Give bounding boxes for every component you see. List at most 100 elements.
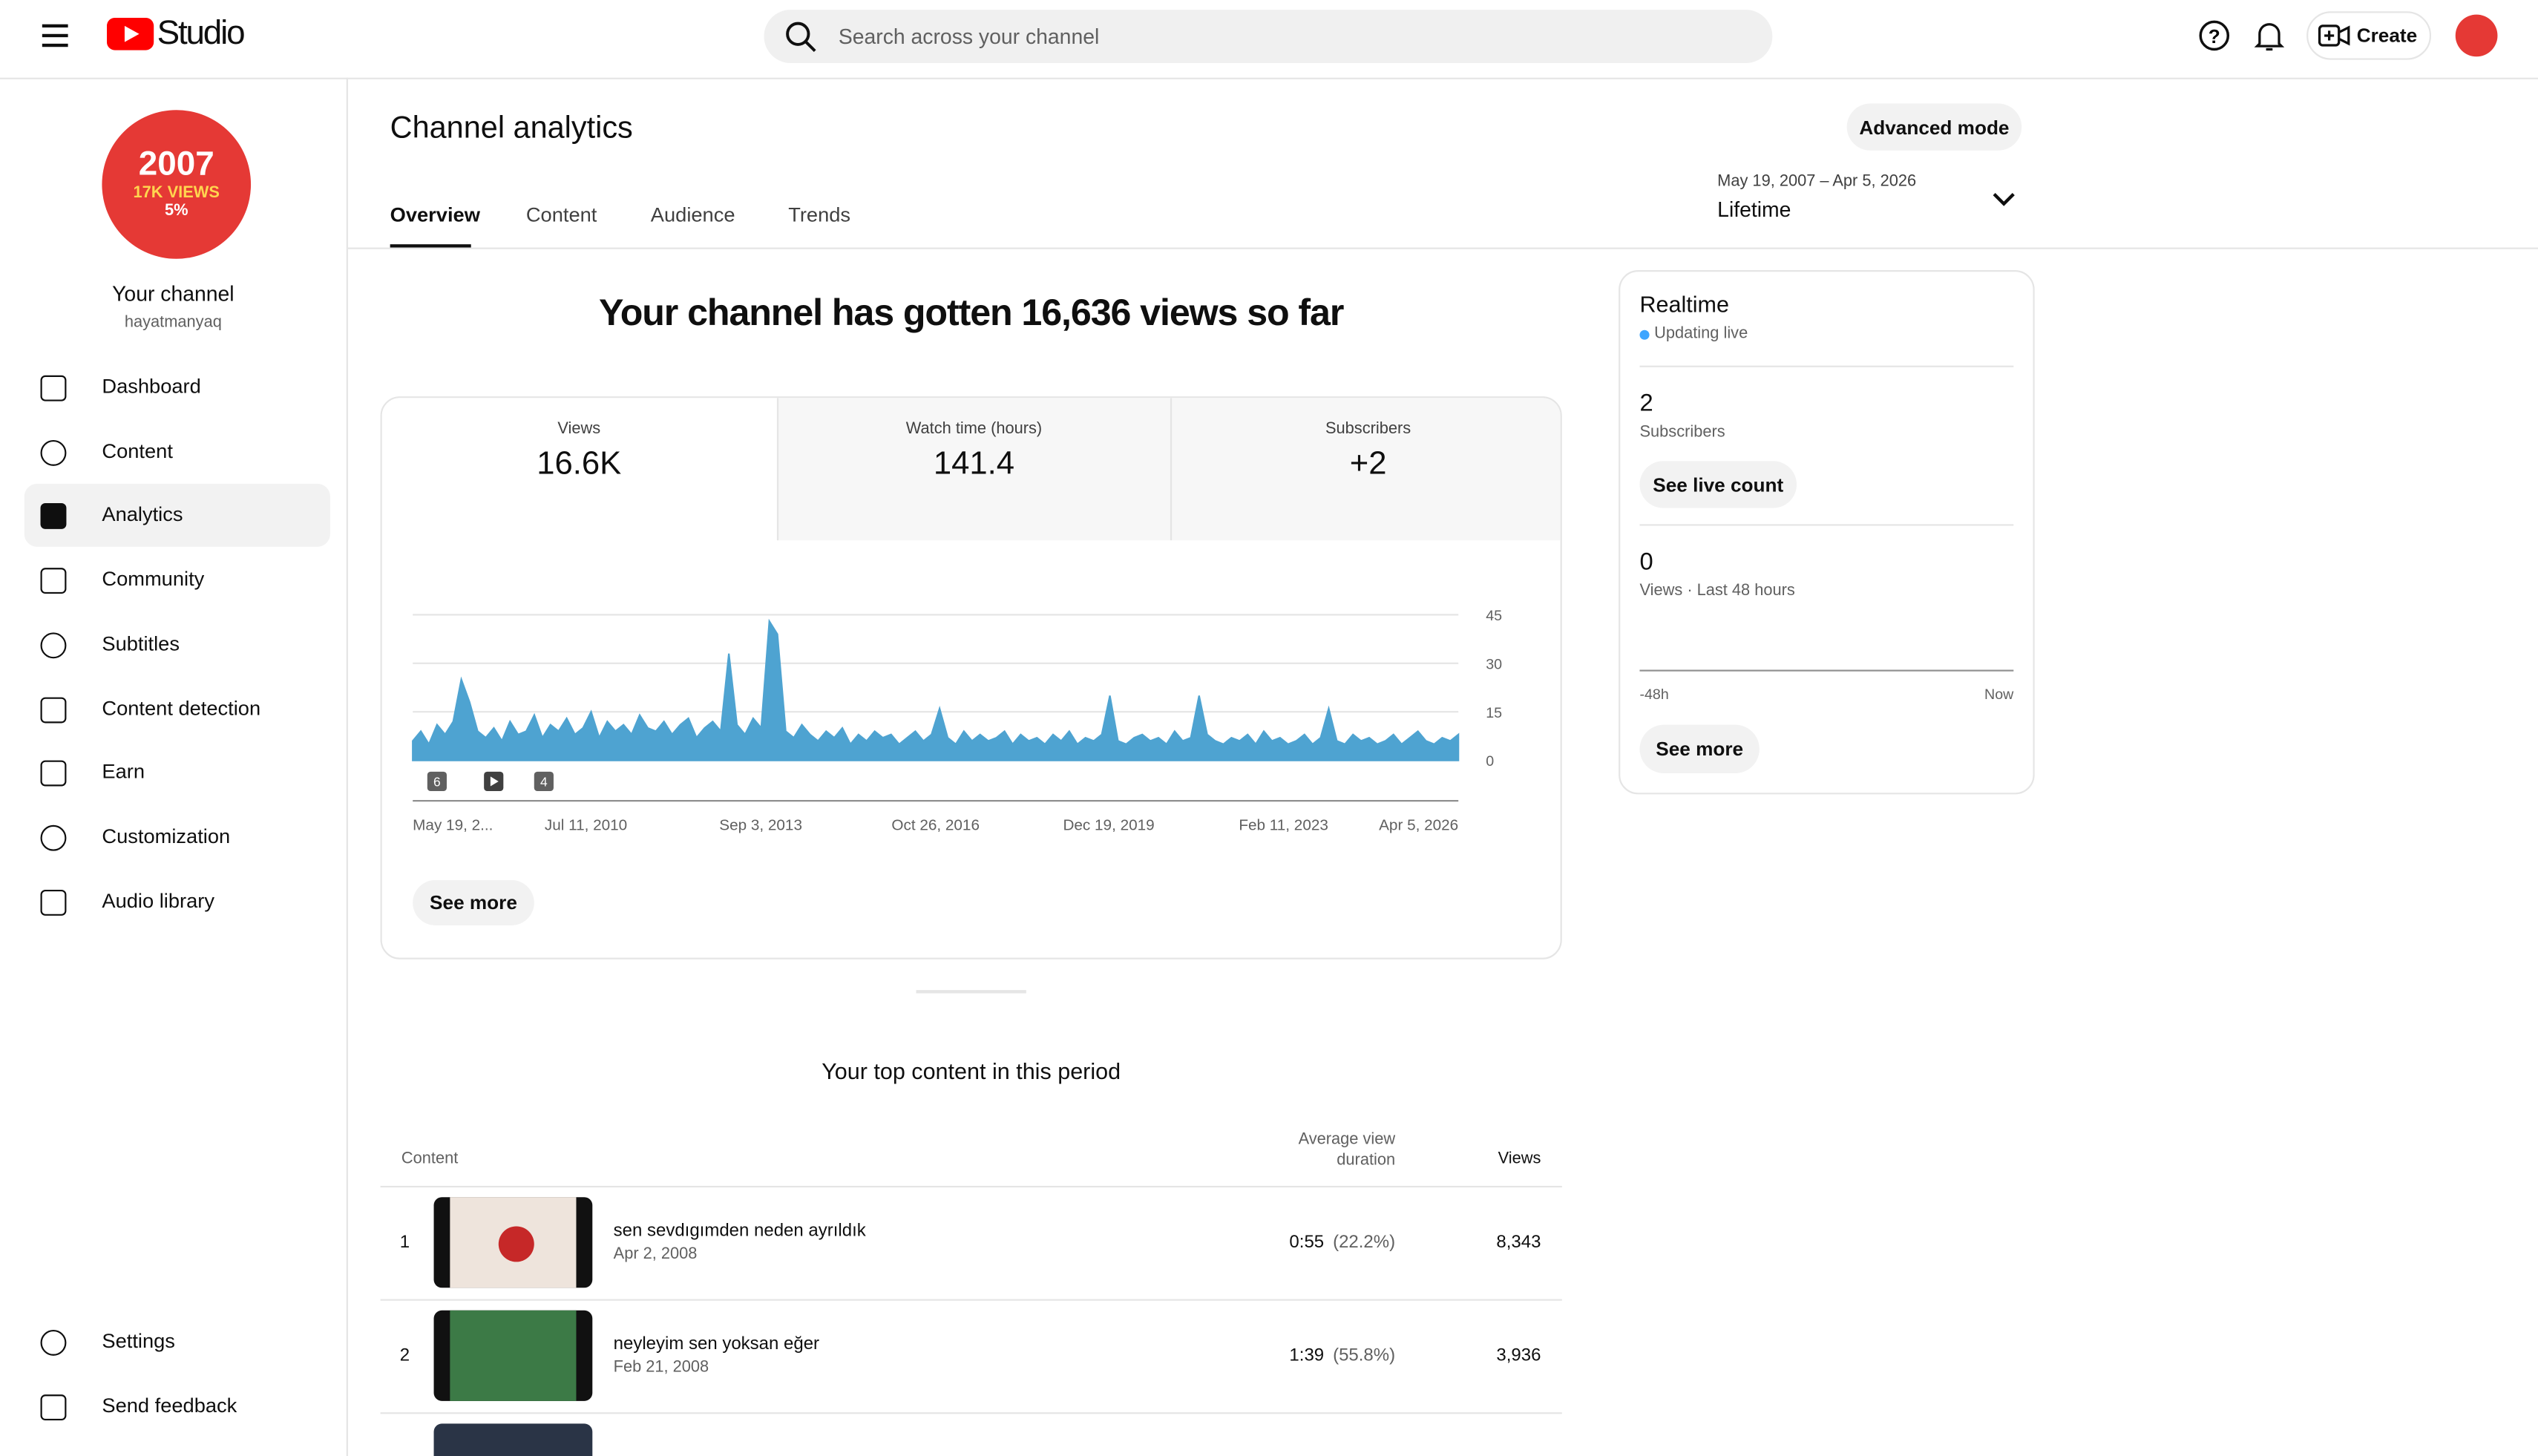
column-header: Content xyxy=(401,1150,459,1168)
marker-label: 4 xyxy=(540,774,548,789)
nav-icon xyxy=(40,761,67,787)
nav-item[interactable]: Content detection xyxy=(102,696,261,720)
nav-item[interactable]: Community xyxy=(102,568,205,591)
nav-item[interactable]: Send feedback xyxy=(102,1394,237,1417)
nav-icon xyxy=(40,824,67,851)
nav-item[interactable]: Audio library xyxy=(102,889,214,912)
marker-play xyxy=(490,776,499,787)
x-tick-label: Dec 19, 2019 xyxy=(1063,816,1154,833)
realtime-label: Views · Last 48 hours xyxy=(1639,582,1795,600)
duration: 1:39 xyxy=(1289,1345,1325,1365)
views-area xyxy=(412,618,1460,761)
tab[interactable]: Overview xyxy=(390,203,480,227)
tab[interactable]: Audience xyxy=(650,203,735,227)
create-button[interactable]: Create xyxy=(2306,11,2432,60)
see-live-count-button[interactable]: See live count xyxy=(1639,461,1797,508)
axis-label: Now xyxy=(1984,686,2014,703)
nav-icon xyxy=(40,568,67,594)
rank: 1 xyxy=(399,1233,410,1253)
nav-icon xyxy=(40,632,67,658)
nav-item[interactable]: Analytics xyxy=(102,503,183,527)
nav-highlight xyxy=(24,484,330,548)
avatar-text: 17K VIEWS xyxy=(133,184,220,203)
nav-icon xyxy=(40,889,67,915)
logo-icon[interactable] xyxy=(106,17,155,52)
search-bar[interactable]: Search across your channel xyxy=(764,10,1773,64)
nav-item[interactable]: Settings xyxy=(102,1329,175,1353)
divider xyxy=(1639,524,2014,526)
y-tick-label: 30 xyxy=(1486,656,1502,672)
advanced-mode-button[interactable]: Advanced mode xyxy=(1846,103,2022,151)
x-tick-label: May 19, 2... xyxy=(413,816,493,833)
nav-item[interactable]: Subtitles xyxy=(102,632,180,655)
realtime-label: Subscribers xyxy=(1639,424,1725,442)
views: 8,343 xyxy=(1496,1233,1541,1253)
thumbnail[interactable] xyxy=(433,1197,593,1288)
marker-label: 6 xyxy=(433,774,441,789)
row-divider xyxy=(380,1299,1562,1301)
metric-tab[interactable]: Watch time (hours) 141.4 xyxy=(776,398,1170,541)
nav-icon xyxy=(40,439,67,466)
row-divider xyxy=(380,1185,1562,1188)
channel-avatar[interactable]: 2007 17K VIEWS 5% xyxy=(102,110,252,259)
tab[interactable]: Content xyxy=(525,203,597,227)
date-range[interactable]: May 19, 2007 – Apr 5, 2026 xyxy=(1717,173,1917,191)
create-label: Create xyxy=(2356,24,2418,47)
help-icon[interactable]: ? xyxy=(2198,19,2234,55)
thumbnail[interactable] xyxy=(433,1423,593,1456)
y-tick-label: 15 xyxy=(1486,705,1502,721)
views-chart: 0 15 30 45 May 19, 2... Jul 11, 2010 Sep 3, 20… xyxy=(412,608,1502,833)
tab[interactable]: Trends xyxy=(788,203,851,227)
nav-icon xyxy=(40,503,67,530)
y-tick-label: 45 xyxy=(1486,608,1502,624)
account-avatar[interactable] xyxy=(2455,14,2498,57)
divider xyxy=(916,990,1026,994)
nav-item[interactable]: Earn xyxy=(102,761,145,784)
x-tick-label: Feb 11, 2023 xyxy=(1239,816,1328,833)
column-header: Average view duration xyxy=(1298,1130,1396,1170)
svg-text:?: ? xyxy=(2209,25,2220,47)
metric-label: Watch time (hours) xyxy=(905,420,1043,439)
realtime-views: 0 xyxy=(1639,548,1653,577)
x-tick-label: Apr 5, 2026 xyxy=(1379,816,1458,833)
y-tick-label: 0 xyxy=(1486,753,1494,770)
see-more-button[interactable]: See more xyxy=(413,879,534,925)
search-icon xyxy=(786,22,816,53)
nav-item[interactable]: Content xyxy=(102,439,173,462)
nav-item[interactable]: Customization xyxy=(102,824,231,848)
thumbnail[interactable] xyxy=(433,1310,593,1401)
marker xyxy=(534,771,554,792)
rank: 2 xyxy=(399,1345,410,1365)
nav-icon xyxy=(40,1394,67,1421)
see-more-button[interactable]: See more xyxy=(1639,724,1760,774)
create-icon xyxy=(2318,24,2350,47)
avatar-text: 5% xyxy=(164,202,188,220)
views: 3,936 xyxy=(1496,1345,1541,1365)
period[interactable]: Lifetime xyxy=(1717,197,1791,222)
logo-text[interactable]: Studio xyxy=(157,14,246,52)
avatar-text: 2007 xyxy=(138,145,214,183)
video-title[interactable]: sen sevdıgımden neden ayrıldık xyxy=(613,1221,866,1242)
live-dot xyxy=(1639,329,1650,340)
thumbnail-image xyxy=(450,1310,577,1401)
thumbnail-rose xyxy=(498,1226,534,1262)
nav-icon xyxy=(40,696,67,723)
video-title[interactable]: neyleyim sen yoksan eğer xyxy=(613,1334,820,1354)
tab-underline xyxy=(390,244,471,248)
metric-label: Views xyxy=(557,420,601,439)
page-title: Channel analytics xyxy=(390,111,633,146)
menu-button[interactable] xyxy=(42,23,71,49)
overview-card: Views 16.6K Watch time (hours) 141.4 Subscri… xyxy=(380,396,1562,960)
notifications-icon[interactable] xyxy=(2253,19,2286,55)
period-dropdown[interactable] xyxy=(1991,189,2017,209)
metric-tab[interactable]: Views 16.6K xyxy=(381,398,776,541)
metric-tab[interactable]: Subscribers +2 xyxy=(1170,398,1561,541)
nav-item[interactable]: Dashboard xyxy=(102,375,201,399)
search-placeholder: Search across your channel xyxy=(838,24,1100,49)
top-content-title: Your top content in this period xyxy=(822,1057,1121,1084)
duration: 0:55 xyxy=(1289,1233,1325,1253)
metric-value: 141.4 xyxy=(933,446,1015,482)
realtime-status: Updating live xyxy=(1654,325,1748,344)
headline: Your channel has gotten 16,636 views so … xyxy=(599,291,1344,334)
